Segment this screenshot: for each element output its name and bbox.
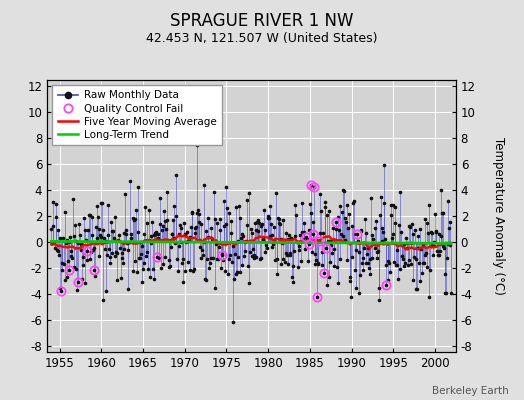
Legend: Raw Monthly Data, Quality Control Fail, Five Year Moving Average, Long-Term Tren: Raw Monthly Data, Quality Control Fail, … bbox=[52, 85, 222, 145]
Text: Berkeley Earth: Berkeley Earth bbox=[432, 386, 508, 396]
Y-axis label: Temperature Anomaly (°C): Temperature Anomaly (°C) bbox=[493, 137, 506, 295]
Text: SPRAGUE RIVER 1 NW: SPRAGUE RIVER 1 NW bbox=[170, 12, 354, 30]
Text: 42.453 N, 121.507 W (United States): 42.453 N, 121.507 W (United States) bbox=[146, 32, 378, 45]
